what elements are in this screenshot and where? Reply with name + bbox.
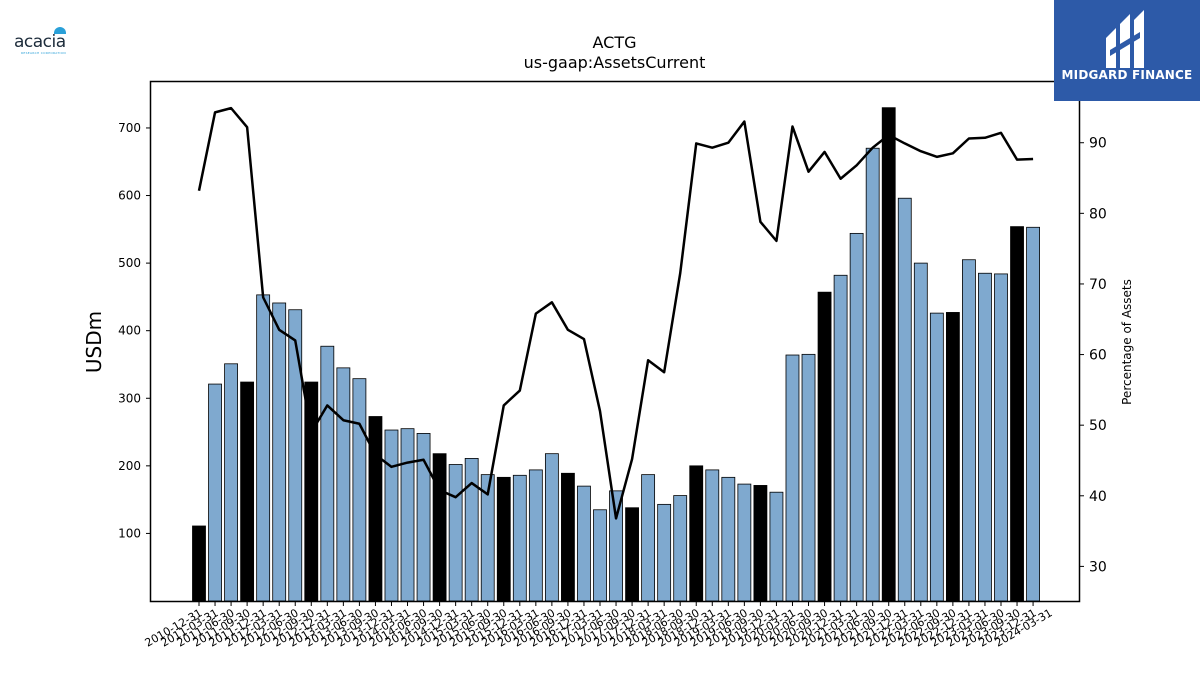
logo-subtext: RESEARCH CORPORATION	[21, 51, 66, 55]
logo-wordmark: acacia	[14, 32, 66, 52]
bar	[593, 509, 607, 602]
bar	[705, 469, 720, 602]
bar	[224, 363, 238, 602]
y-tick-label: 600	[118, 189, 141, 203]
bar	[384, 429, 399, 602]
y-tick-label: 500	[118, 256, 141, 270]
bar	[641, 474, 656, 602]
bar	[753, 485, 768, 602]
y2-tick-label: 50	[1089, 418, 1107, 434]
y2-tick-label: 90	[1089, 136, 1107, 152]
bar	[817, 291, 832, 602]
bar	[1010, 226, 1024, 602]
bar	[352, 378, 367, 602]
midgard-finance-logo: MIDGARD FINANCE	[1054, 0, 1200, 101]
acacia-logo: acacia RESEARCH CORPORATION	[12, 26, 78, 58]
bar	[849, 232, 864, 602]
logo-arc-icon	[54, 27, 66, 34]
bar	[400, 428, 415, 602]
bar	[192, 525, 206, 602]
bar	[1026, 226, 1040, 602]
chart-subtitle: us-gaap:AssetsCurrent	[524, 53, 706, 72]
chart-title: ACTG	[592, 33, 636, 52]
bar	[288, 309, 303, 602]
bar	[962, 259, 976, 602]
y2-axis-label: Percentage of Assets	[1120, 279, 1134, 405]
bar	[496, 476, 511, 602]
bar	[512, 474, 527, 602]
y-tick-label: 200	[118, 459, 141, 473]
bar	[945, 312, 960, 602]
bar	[609, 490, 623, 602]
logo-brand-name: MIDGARD FINANCE	[1061, 68, 1193, 82]
bar	[240, 381, 255, 602]
bar	[561, 472, 575, 602]
bar	[865, 147, 880, 602]
bar	[801, 353, 816, 602]
bar	[881, 107, 896, 602]
bar	[737, 483, 752, 602]
y-axis-label: USDm	[82, 311, 106, 373]
y-tick-label: 400	[118, 324, 141, 338]
bar	[721, 476, 736, 602]
bar	[994, 273, 1008, 602]
midgard-emblem-icon	[1106, 10, 1144, 68]
y2-tick-label: 70	[1089, 277, 1107, 293]
bar	[432, 453, 447, 602]
bar	[625, 507, 639, 602]
y-tick-label: 300	[118, 391, 141, 405]
bar	[528, 469, 543, 602]
y-tick-label: 700	[118, 121, 141, 135]
bar	[320, 345, 335, 602]
bar	[785, 354, 800, 602]
bar	[673, 495, 688, 602]
bar	[577, 485, 591, 602]
plot-frame	[149, 80, 1081, 603]
bar	[897, 197, 912, 602]
bar	[448, 464, 463, 602]
bar	[769, 491, 784, 602]
bar	[929, 312, 944, 602]
y2-tick-label: 30	[1089, 559, 1107, 575]
y-axis-right: 30 40 50 60 70 80 90	[1079, 136, 1107, 575]
y2-tick-label: 40	[1089, 489, 1107, 505]
x-axis: 2010-12-312011-03-312011-06-302011-09-30…	[143, 601, 1055, 650]
bar	[272, 302, 287, 602]
y2-tick-label: 80	[1089, 206, 1107, 222]
y-tick-label: 100	[118, 526, 141, 540]
percentage-line	[197, 106, 1034, 520]
bar	[913, 262, 928, 602]
bar	[208, 383, 222, 602]
bar	[544, 453, 559, 602]
bar	[304, 381, 319, 602]
bar	[336, 367, 351, 602]
y-axis-left: 100 200 300 400 500 600 700	[118, 121, 151, 540]
bar	[978, 272, 992, 602]
bar	[657, 503, 672, 602]
line-series	[197, 106, 1034, 520]
bar	[689, 465, 704, 602]
bar	[256, 294, 271, 602]
y2-tick-label: 60	[1089, 348, 1107, 364]
bar-series	[192, 107, 1040, 602]
bar	[833, 274, 848, 602]
bar	[464, 458, 479, 602]
